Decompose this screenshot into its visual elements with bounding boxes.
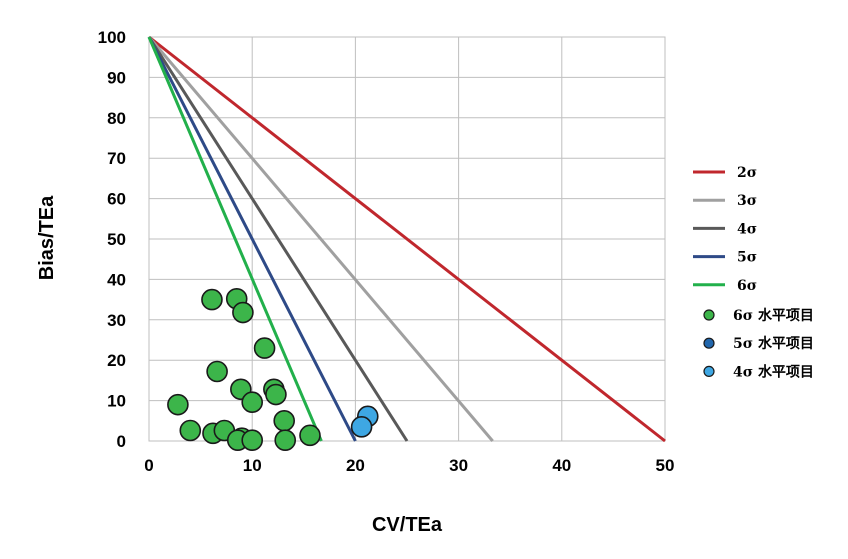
legend-label: 5σ 水平项目 <box>733 335 814 352</box>
sigma-lines <box>147 35 666 443</box>
data-point <box>350 416 373 438</box>
legend-label: 4σ 水平项目 <box>733 363 814 380</box>
sigma-line <box>148 35 666 443</box>
sigma-line <box>147 36 409 442</box>
x-tick-label: 40 <box>552 456 571 475</box>
data-point <box>241 429 263 451</box>
y-tick-label: 20 <box>107 351 126 370</box>
y-axis-title: Bias/TEa <box>36 195 58 280</box>
legend-label: 5σ <box>737 250 757 266</box>
data-point <box>241 391 263 414</box>
data-point <box>179 419 202 442</box>
y-tick-label: 0 <box>117 432 126 451</box>
y-tick-label: 30 <box>107 311 126 330</box>
y-tick-label: 100 <box>98 28 126 47</box>
y-tick-labels: 0 10 20 30 40 50 60 70 80 90 100 <box>98 28 126 451</box>
y-tick-label: 70 <box>107 149 126 168</box>
data-point <box>206 360 228 383</box>
data-point <box>253 337 276 359</box>
y-tick-label: 90 <box>107 68 126 87</box>
x-tick-label: 30 <box>449 456 468 475</box>
y-tick-label: 10 <box>107 392 126 411</box>
data-points <box>167 287 379 451</box>
legend-marker <box>703 337 715 349</box>
data-point <box>167 393 189 416</box>
legend-label: 3σ <box>737 193 757 209</box>
y-tick-label: 80 <box>107 109 126 128</box>
y-tick-label: 60 <box>107 190 126 209</box>
sigma-line <box>147 36 494 442</box>
legend-marker <box>703 365 715 377</box>
legend-label: 2σ <box>737 165 757 181</box>
data-point <box>273 409 295 432</box>
data-point <box>201 288 223 311</box>
y-tick-label: 40 <box>107 270 126 289</box>
legend: 2σ 3σ 4σ 5σ 6σ 6σ 水平项目 5σ 水平项目 4σ 水平项目 <box>693 165 814 380</box>
y-tick-label: 50 <box>107 230 126 249</box>
x-tick-label: 20 <box>346 456 365 475</box>
x-tick-label: 50 <box>656 456 675 475</box>
sigma-line <box>147 36 357 442</box>
legend-label: 6σ 水平项目 <box>733 307 814 324</box>
legend-label: 6σ <box>737 278 757 294</box>
data-point <box>265 383 287 406</box>
x-tick-labels: 0 10 20 30 40 50 <box>144 456 674 475</box>
legend-label: 4σ <box>737 221 757 237</box>
x-tick-label: 0 <box>144 456 153 475</box>
data-point <box>274 429 297 451</box>
x-axis-title: CV/TEa <box>372 514 443 536</box>
data-point <box>232 301 254 324</box>
legend-marker <box>703 309 715 321</box>
x-tick-label: 10 <box>243 456 262 475</box>
sigma-line <box>147 36 323 442</box>
data-point <box>299 424 321 447</box>
